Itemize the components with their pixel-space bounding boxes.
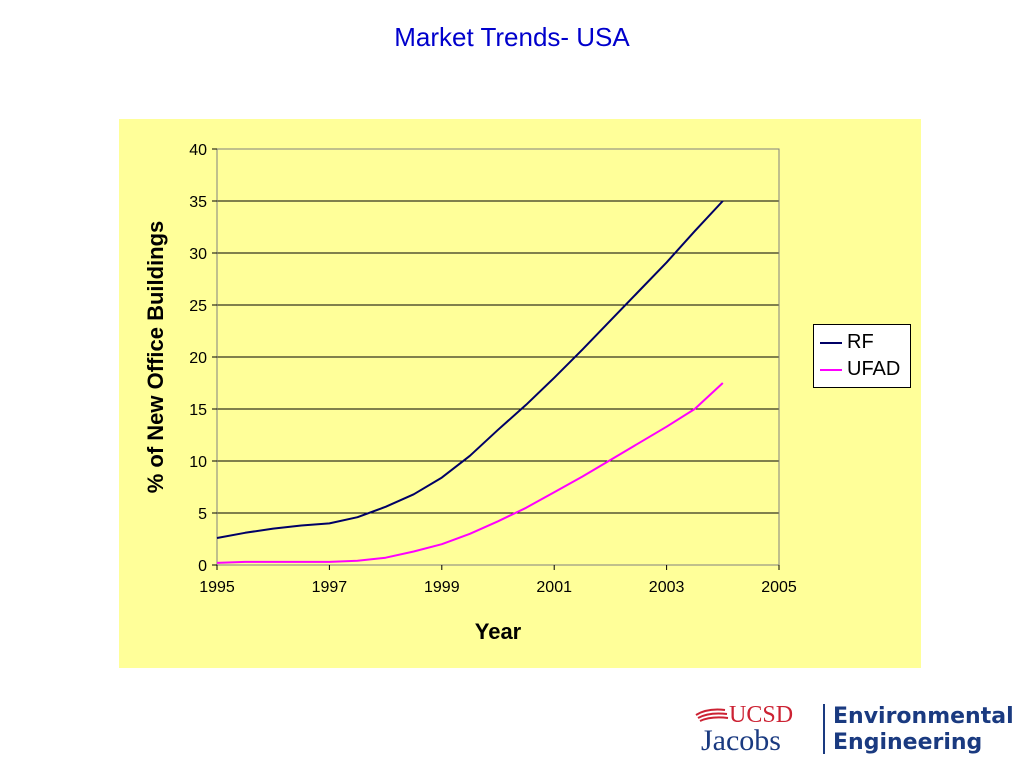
logo-swoosh-icon	[695, 708, 729, 722]
logo-ucsd-text: UCSD	[729, 702, 794, 728]
y-tick-label: 35	[189, 194, 207, 211]
logo-engineering-text: Engineering	[833, 730, 983, 755]
x-axis-ticks: 1995 1997 1999 2001 2003 2005	[199, 565, 797, 596]
y-axis-title: % of New Office Buildings	[143, 221, 168, 494]
legend-item-rf: RF	[820, 329, 904, 356]
legend-swatch-ufad	[820, 368, 842, 371]
y-axis-ticks: 0 5 10 15 20 25 30 35 40	[189, 142, 217, 575]
x-axis-title: Year	[475, 619, 522, 644]
y-tick-label: 5	[198, 506, 207, 523]
y-tick-label: 30	[189, 246, 207, 263]
legend-item-ufad: UFAD	[820, 356, 904, 383]
ucsd-jacobs-logo: UCSD Jacobs Environmental Engineering	[695, 700, 1014, 758]
series-line-rf	[216, 200, 724, 539]
y-tick-label: 25	[189, 298, 207, 315]
series-lines	[216, 200, 724, 564]
x-tick-label: 1995	[199, 579, 235, 596]
logo-jacobs-text: Jacobs	[701, 724, 781, 757]
x-tick-label: 2005	[761, 579, 797, 596]
x-tick-label: 1999	[424, 579, 460, 596]
slide-title: Market Trends- USA	[394, 22, 630, 52]
logo-divider	[823, 704, 825, 754]
gridlines	[217, 200, 779, 514]
legend-label-ufad: UFAD	[847, 358, 901, 380]
x-tick-label: 1997	[312, 579, 348, 596]
y-tick-label: 40	[189, 142, 207, 159]
legend-swatch-rf	[820, 341, 842, 344]
x-tick-label: 2003	[649, 579, 685, 596]
legend-label-rf: RF	[847, 331, 874, 353]
chart-legend: RF UFAD	[813, 324, 911, 388]
line-chart: 0 5 10 15 20 25 30 35 40 1995 1997 1999 2001 2003 200…	[143, 142, 797, 644]
chart-panel: 0 5 10 15 20 25 30 35 40 1995 1997 1999 2001 2003 200…	[119, 119, 921, 668]
logo-environmental-text: Environmental	[833, 704, 1014, 729]
y-tick-label: 0	[198, 558, 207, 575]
y-tick-label: 10	[189, 454, 207, 471]
y-tick-label: 15	[189, 402, 207, 419]
x-tick-label: 2001	[536, 579, 572, 596]
y-tick-label: 20	[189, 350, 207, 367]
series-line-ufad	[216, 382, 724, 564]
